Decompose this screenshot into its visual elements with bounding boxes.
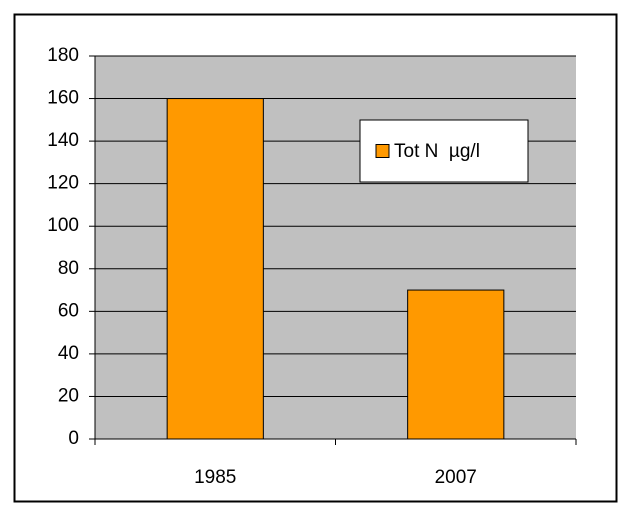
legend-swatch <box>375 144 390 158</box>
y-tick-label: 60 <box>58 300 79 321</box>
y-tick-label: 140 <box>47 130 79 151</box>
y-tick-label: 80 <box>58 258 79 279</box>
y-tick-label: 40 <box>58 343 79 364</box>
y-tick-label: 20 <box>58 385 79 406</box>
y-tick-label: 120 <box>47 173 79 194</box>
y-tick-label: 180 <box>47 45 79 66</box>
y-tick-label: 0 <box>68 428 79 449</box>
y-tick-label: 160 <box>47 88 79 109</box>
bar <box>407 289 505 440</box>
bar <box>166 98 264 440</box>
x-tick-label: 2007 <box>435 467 477 488</box>
legend-label: Tot N µg/l <box>394 141 480 162</box>
x-tick-label: 1985 <box>194 467 236 488</box>
y-tick-label: 100 <box>47 215 79 236</box>
